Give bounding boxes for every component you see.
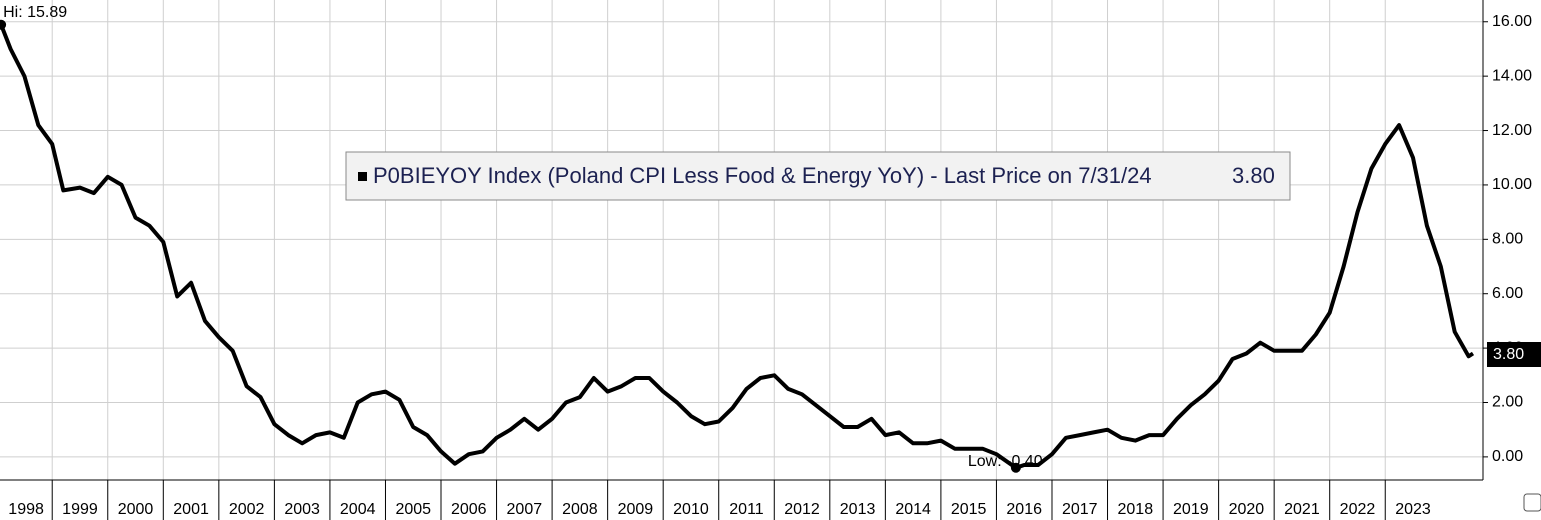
low-label: Low: -0.40 [968,453,1043,470]
legend-value: 3.80 [1232,163,1275,188]
x-tick-label: 2011 [729,501,764,518]
x-tick-label: 2016 [1006,501,1042,518]
legend-label: P0BIEYOY Index (Poland CPI Less Food & E… [373,163,1152,188]
x-tick-label: 2006 [451,501,487,518]
y-tick-label: 8.00 [1492,231,1523,248]
x-tick-label: 2020 [1229,501,1265,518]
x-tick-label: 1999 [62,501,98,518]
legend-box [345,151,1291,201]
series-line [0,23,1475,470]
y-tick-label: 2.00 [1492,394,1523,411]
x-tick-label: 2022 [1340,501,1376,518]
x-tick-label: 2003 [284,501,320,518]
x-tick-label: 2007 [507,501,543,518]
x-tick-label: 2021 [1284,501,1320,518]
last-price-tag [1487,342,1541,367]
x-tick-label: 2013 [840,501,876,518]
hi-marker [0,19,7,30]
x-tick-label: 2000 [118,501,154,518]
x-tick-label: 2004 [340,501,376,518]
y-tick-label: 0.00 [1492,448,1523,465]
x-tick-label: 2019 [1173,501,1209,518]
x-tick-label: 2005 [395,501,431,518]
x-tick-label: 1998 [8,501,44,518]
low-marker [1010,462,1021,473]
y-tick-label: 10.00 [1492,176,1532,193]
hi-label: Hi: 15.89 [3,4,67,21]
legend-swatch [358,172,367,181]
x-tick-label: 2017 [1062,501,1098,518]
y-tick-label: 16.00 [1492,13,1532,30]
x-tick-label: 2023 [1395,501,1431,518]
x-tick-label: 2001 [173,501,209,518]
corner-icon[interactable] [1523,493,1541,512]
x-tick-label: 2015 [951,501,987,518]
x-tick-label: 2010 [673,501,709,518]
y-tick-label: 6.00 [1492,285,1523,302]
x-tick-label: 2014 [895,501,931,518]
x-tick-label: 2008 [562,501,598,518]
last-price-label: 3.80 [1493,346,1524,363]
x-tick-label: 2012 [784,501,820,518]
x-tick-label: 2009 [618,501,654,518]
x-tick-label: 2002 [229,501,265,518]
plot: Hi: 15.89 Low: -0.40 [0,4,1475,473]
x-tick-label: 2018 [1118,501,1154,518]
y-tick-label: 12.00 [1492,122,1532,139]
y-tick-label: 14.00 [1492,67,1532,84]
